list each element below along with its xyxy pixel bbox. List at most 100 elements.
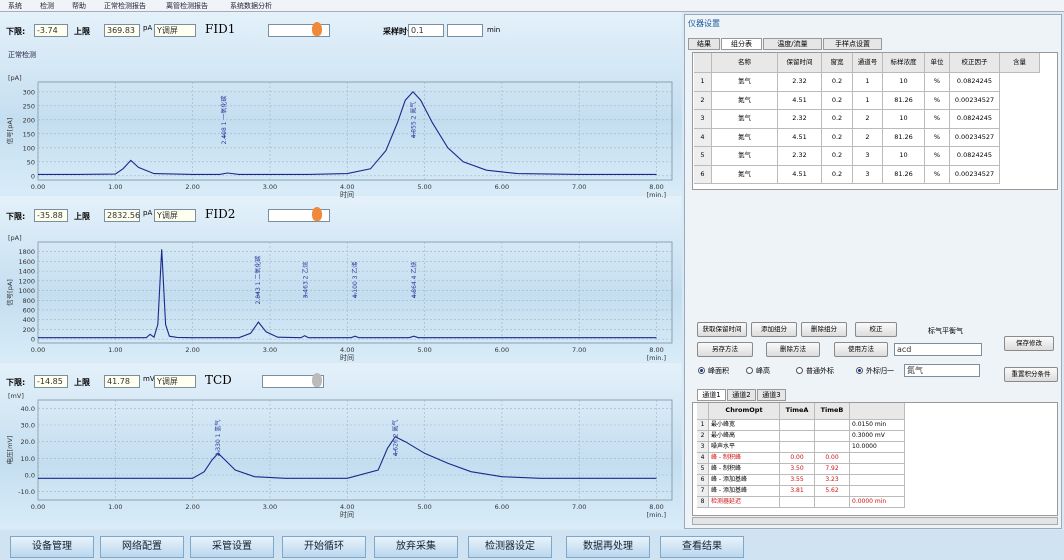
duration-input-2[interactable] (447, 24, 483, 37)
table-cell[interactable]: 氮气 (712, 91, 778, 110)
time-a[interactable] (780, 431, 815, 442)
time-a[interactable]: 3.50 (780, 464, 815, 475)
bottom-button[interactable]: 数据再处理 (566, 536, 650, 558)
low-input[interactable]: -14.85 (34, 375, 68, 388)
table-cell[interactable]: 氢气 (712, 110, 778, 129)
table-cell[interactable]: % (925, 73, 950, 92)
button[interactable]: 删除组分 (801, 322, 847, 337)
channel-tab[interactable]: 通道2 (727, 389, 756, 401)
table-cell[interactable]: 0.2 (822, 128, 853, 147)
param-value[interactable]: 10.0000 (850, 442, 905, 453)
param-value[interactable]: 0.3000 mV (850, 431, 905, 442)
table-cell[interactable]: 2.32 (778, 147, 822, 166)
time-a[interactable]: 3.55 (780, 475, 815, 486)
time-a[interactable] (780, 442, 815, 453)
time-a[interactable] (780, 497, 815, 508)
time-a[interactable]: 3.81 (780, 486, 815, 497)
time-b[interactable]: 7.92 (815, 464, 850, 475)
table-cell[interactable]: 2 (853, 128, 883, 147)
bottom-button[interactable]: 设备管理 (10, 536, 94, 558)
table-cell[interactable]: 81.26 (883, 128, 925, 147)
time-a[interactable]: 0.00 (780, 453, 815, 464)
table-cell[interactable]: 81.26 (883, 91, 925, 110)
gas-select[interactable]: 氮气 (904, 364, 980, 377)
time-b[interactable] (815, 431, 850, 442)
high-input[interactable]: 2832.56 (104, 209, 140, 222)
reset-button[interactable]: 重置积分条件 (1004, 367, 1058, 382)
channel-tab[interactable]: 通道1 (697, 389, 726, 401)
duration-input[interactable]: 0.1 (408, 24, 444, 37)
scrollbar[interactable] (692, 517, 1058, 525)
table-cell[interactable]: 1 (853, 73, 883, 92)
table-cell[interactable]: 0.00234527 (950, 91, 1000, 110)
bottom-button[interactable]: 查看结果 (660, 536, 744, 558)
table-cell[interactable]: 0.0824245 (950, 110, 1000, 129)
channel-tab[interactable]: 通道3 (757, 389, 786, 401)
radio[interactable] (698, 367, 705, 374)
table-cell[interactable]: 3 (853, 165, 883, 184)
table-cell[interactable]: 4.51 (778, 128, 822, 147)
bottom-button[interactable]: 放弃采集 (374, 536, 458, 558)
radio[interactable] (746, 367, 753, 374)
menu-item[interactable]: 离管检测报告 (166, 2, 208, 10)
button[interactable]: 删除方法 (766, 342, 820, 357)
time-b[interactable]: 0.00 (815, 453, 850, 464)
table-cell[interactable]: 4.51 (778, 91, 822, 110)
table-cell[interactable]: 2.32 (778, 110, 822, 129)
low-input[interactable]: -3.74 (34, 24, 68, 37)
menu-item[interactable]: 帮助 (72, 2, 86, 10)
save-button[interactable]: 保存修改 (1004, 336, 1054, 351)
param-value[interactable] (850, 464, 905, 475)
bottom-button[interactable]: 检测器设定 (468, 536, 552, 558)
time-b[interactable] (815, 497, 850, 508)
time-a[interactable] (780, 420, 815, 431)
high-input[interactable]: 41.78 (104, 375, 140, 388)
table-cell[interactable]: 3 (853, 147, 883, 166)
table-cell[interactable]: % (925, 165, 950, 184)
table-cell[interactable]: 1 (853, 91, 883, 110)
high-input[interactable]: 369.83 (104, 24, 140, 37)
table-cell[interactable]: 氮气 (712, 128, 778, 147)
param-value[interactable] (850, 453, 905, 464)
table-cell[interactable]: 0.0824245 (950, 147, 1000, 166)
mode-select[interactable]: Y调屏 (154, 24, 196, 37)
button[interactable]: 添加组分 (751, 322, 797, 337)
table-cell[interactable]: 0.2 (822, 73, 853, 92)
param-value[interactable]: 0.0000 min (850, 497, 905, 508)
name-input[interactable] (262, 375, 324, 388)
tab[interactable]: 组分表 (721, 38, 762, 50)
bottom-button[interactable]: 采管设置 (190, 536, 274, 558)
table-cell[interactable]: 10 (883, 110, 925, 129)
button[interactable]: 获取保留时间 (697, 322, 747, 337)
mode-select[interactable]: Y调屏 (154, 209, 196, 222)
table-cell[interactable]: % (925, 110, 950, 129)
table-cell[interactable]: 0.2 (822, 147, 853, 166)
param-value[interactable] (850, 475, 905, 486)
table-cell[interactable]: 0.2 (822, 91, 853, 110)
bottom-button[interactable]: 开始循环 (282, 536, 366, 558)
table-cell[interactable]: 10 (883, 73, 925, 92)
method-select[interactable]: acd (894, 343, 982, 356)
param-value[interactable]: 0.0150 min (850, 420, 905, 431)
table-cell[interactable]: 0.2 (822, 110, 853, 129)
time-b[interactable]: 3.23 (815, 475, 850, 486)
table-cell[interactable]: 0.0824245 (950, 73, 1000, 92)
table-cell[interactable]: 0.00234527 (950, 165, 1000, 184)
table-cell[interactable]: % (925, 91, 950, 110)
table-cell[interactable]: % (925, 128, 950, 147)
radio[interactable] (796, 367, 803, 374)
table-cell[interactable]: 氮气 (712, 165, 778, 184)
button[interactable]: 另存方法 (697, 342, 753, 357)
tab[interactable]: 结果 (688, 38, 720, 50)
button[interactable]: 校正 (855, 322, 897, 337)
param-value[interactable] (850, 486, 905, 497)
low-input[interactable]: -35.88 (34, 209, 68, 222)
button[interactable]: 使用方法 (834, 342, 888, 357)
table-cell[interactable]: 氢气 (712, 147, 778, 166)
tab[interactable]: 温度/流量 (763, 38, 822, 50)
bottom-button[interactable]: 网络配置 (100, 536, 184, 558)
menu-item[interactable]: 检测 (40, 2, 54, 10)
table-cell[interactable]: 2.32 (778, 73, 822, 92)
table-cell[interactable]: 81.26 (883, 165, 925, 184)
menu-item[interactable]: 正常检测报告 (104, 2, 146, 10)
